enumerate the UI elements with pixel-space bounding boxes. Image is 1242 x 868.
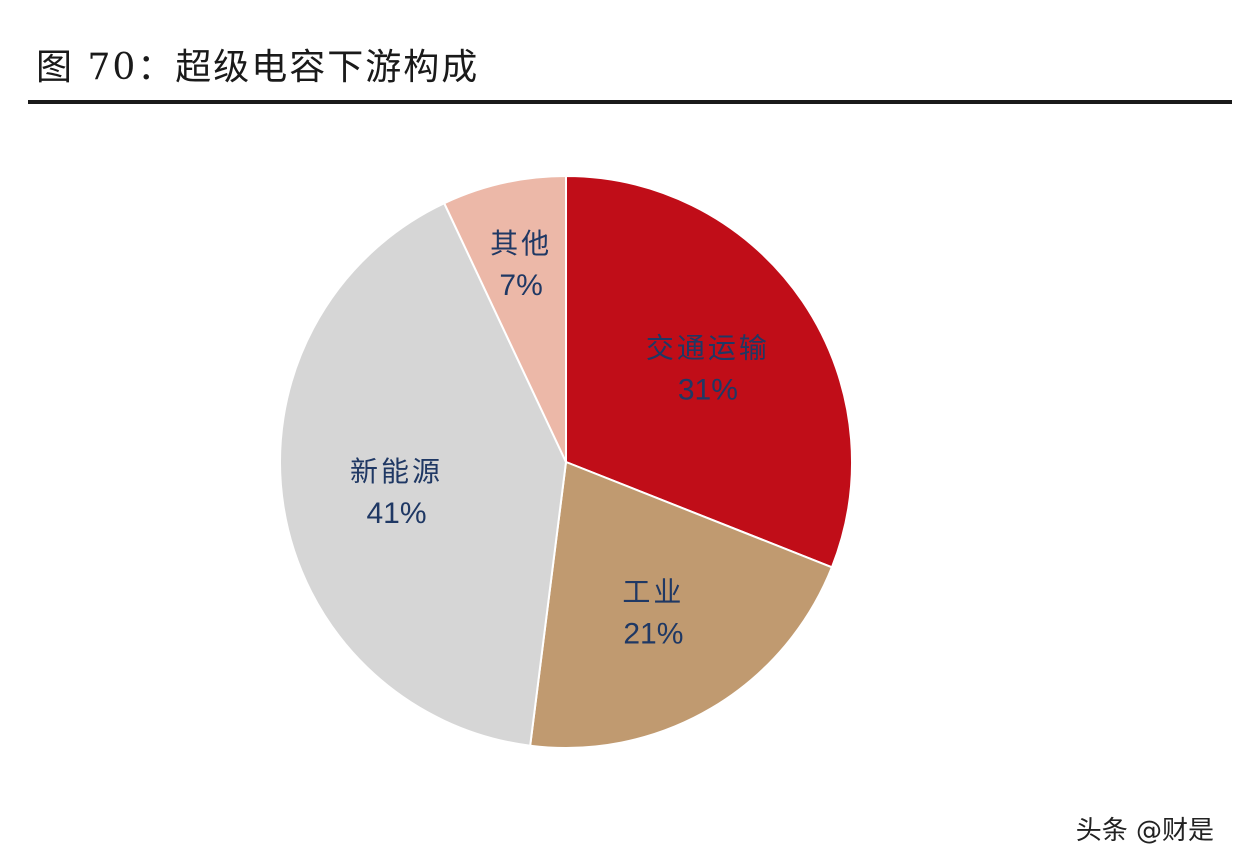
slice-category-label: 其他 — [490, 227, 552, 260]
slice-value-label: 7% — [499, 269, 542, 302]
chart-title: 图 70：超级电容下游构成 — [36, 47, 480, 88]
pie-slice — [565, 174, 853, 569]
slice-value-label: 31% — [678, 374, 738, 407]
slice-value-label: 41% — [366, 497, 426, 530]
slice-value-label: 21% — [623, 618, 683, 651]
slice-category-label: 新能源 — [350, 455, 443, 488]
pie-slices — [279, 174, 853, 749]
title-divider — [28, 100, 1232, 104]
slice-category-label: 工业 — [622, 576, 684, 609]
slice-category-label: 交通运输 — [646, 332, 770, 365]
pie-slice — [529, 460, 834, 749]
watermark-text: 头条 @财是 — [1075, 816, 1214, 846]
pie-slice — [279, 201, 568, 747]
pie-slice — [442, 174, 567, 463]
pie-labels: 交通运输 31% 工业 21% 新能源 41% 其他 7% — [350, 227, 770, 651]
